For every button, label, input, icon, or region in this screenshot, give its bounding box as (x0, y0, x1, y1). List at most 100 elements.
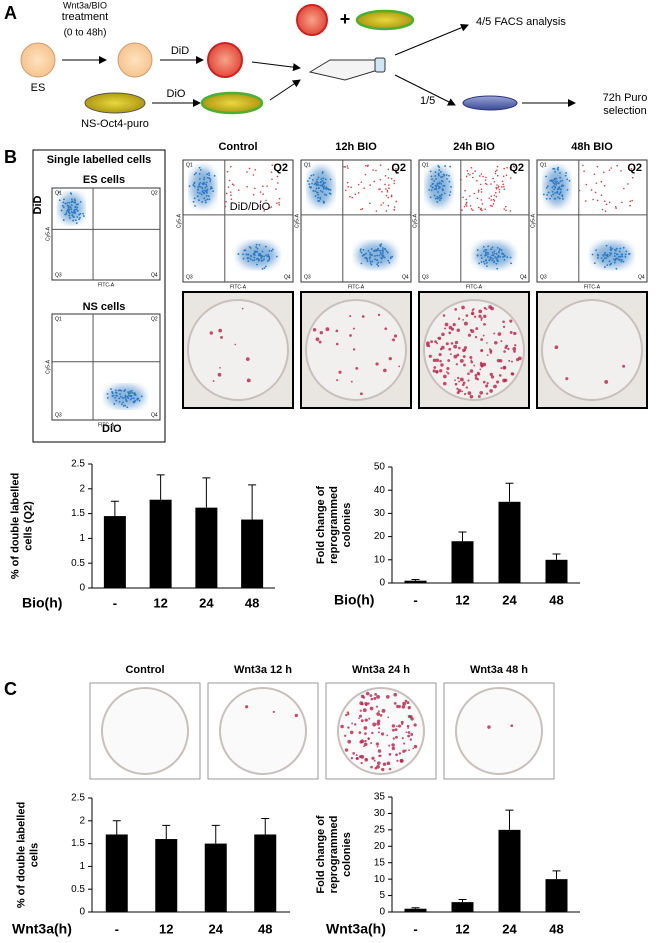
event (258, 243, 261, 246)
colony (477, 395, 481, 398)
colony (365, 757, 368, 760)
event (469, 205, 472, 207)
event (376, 254, 379, 257)
event (74, 211, 77, 214)
colony (379, 714, 383, 717)
colony (381, 767, 385, 772)
event (433, 188, 436, 191)
colony (456, 387, 459, 390)
channel-label: Cy5-A (176, 213, 182, 228)
event (248, 167, 251, 170)
event (480, 207, 482, 210)
event (387, 168, 390, 171)
colony (396, 706, 399, 709)
event (582, 164, 584, 167)
event (393, 179, 396, 182)
plot-title: 12h BIO (335, 141, 377, 153)
colony (391, 743, 395, 747)
event (489, 204, 492, 207)
event (68, 208, 71, 211)
event (443, 184, 446, 187)
cloud (308, 167, 334, 207)
y-tick-label: 1.5 (71, 508, 85, 519)
event (628, 252, 631, 255)
colony (502, 365, 507, 370)
colony (355, 754, 358, 757)
event (66, 209, 69, 212)
event (230, 194, 232, 197)
event (255, 258, 258, 260)
event (62, 201, 65, 204)
event (490, 199, 493, 201)
event (430, 175, 433, 178)
event (201, 187, 204, 190)
event (203, 176, 206, 179)
colony (428, 354, 432, 358)
event (557, 196, 559, 199)
colony (622, 364, 626, 368)
event (487, 245, 490, 248)
event (496, 184, 498, 186)
event (328, 192, 331, 195)
event (308, 186, 311, 188)
event (254, 251, 256, 254)
event (369, 262, 372, 264)
event (196, 195, 199, 198)
colony (360, 761, 363, 765)
event (482, 260, 485, 263)
flow-frame (51, 313, 161, 421)
y-axis-label: reprogrammed (328, 486, 340, 564)
event (380, 204, 382, 206)
event (70, 204, 73, 207)
event (558, 197, 561, 200)
event (603, 184, 606, 187)
event (317, 176, 320, 179)
event (73, 198, 76, 201)
event (395, 168, 397, 170)
ns-cell (84, 92, 146, 114)
event (502, 253, 505, 256)
colony (439, 359, 442, 363)
event (614, 205, 617, 208)
event (448, 194, 451, 197)
colony (378, 754, 381, 758)
event (489, 258, 492, 261)
event (71, 200, 74, 203)
colony (340, 724, 344, 729)
event (318, 187, 320, 190)
colony (410, 733, 414, 736)
event (65, 212, 68, 215)
event (490, 248, 492, 251)
label: 4/5 FACS analysis (476, 16, 566, 28)
colony (480, 317, 483, 320)
event (482, 245, 485, 248)
event (439, 197, 442, 200)
event (435, 186, 438, 188)
event (193, 173, 196, 176)
error-bar (112, 820, 121, 835)
colony (445, 371, 448, 373)
colony (554, 345, 559, 350)
event (319, 189, 322, 192)
event (551, 186, 554, 189)
event (555, 182, 558, 185)
event (559, 192, 562, 194)
plate (541, 299, 643, 401)
colony (514, 344, 517, 347)
q2-label: Q2 (509, 162, 524, 174)
event (491, 205, 493, 207)
event (600, 194, 603, 197)
colony (234, 343, 237, 346)
colony (361, 315, 365, 318)
colony (364, 739, 367, 743)
colony (467, 333, 472, 337)
event (67, 207, 70, 209)
colony (394, 728, 398, 732)
colony (493, 384, 497, 389)
event (465, 202, 468, 204)
event (593, 262, 596, 265)
event (437, 172, 440, 175)
event (123, 390, 126, 393)
colony (398, 365, 401, 368)
event (207, 195, 210, 198)
